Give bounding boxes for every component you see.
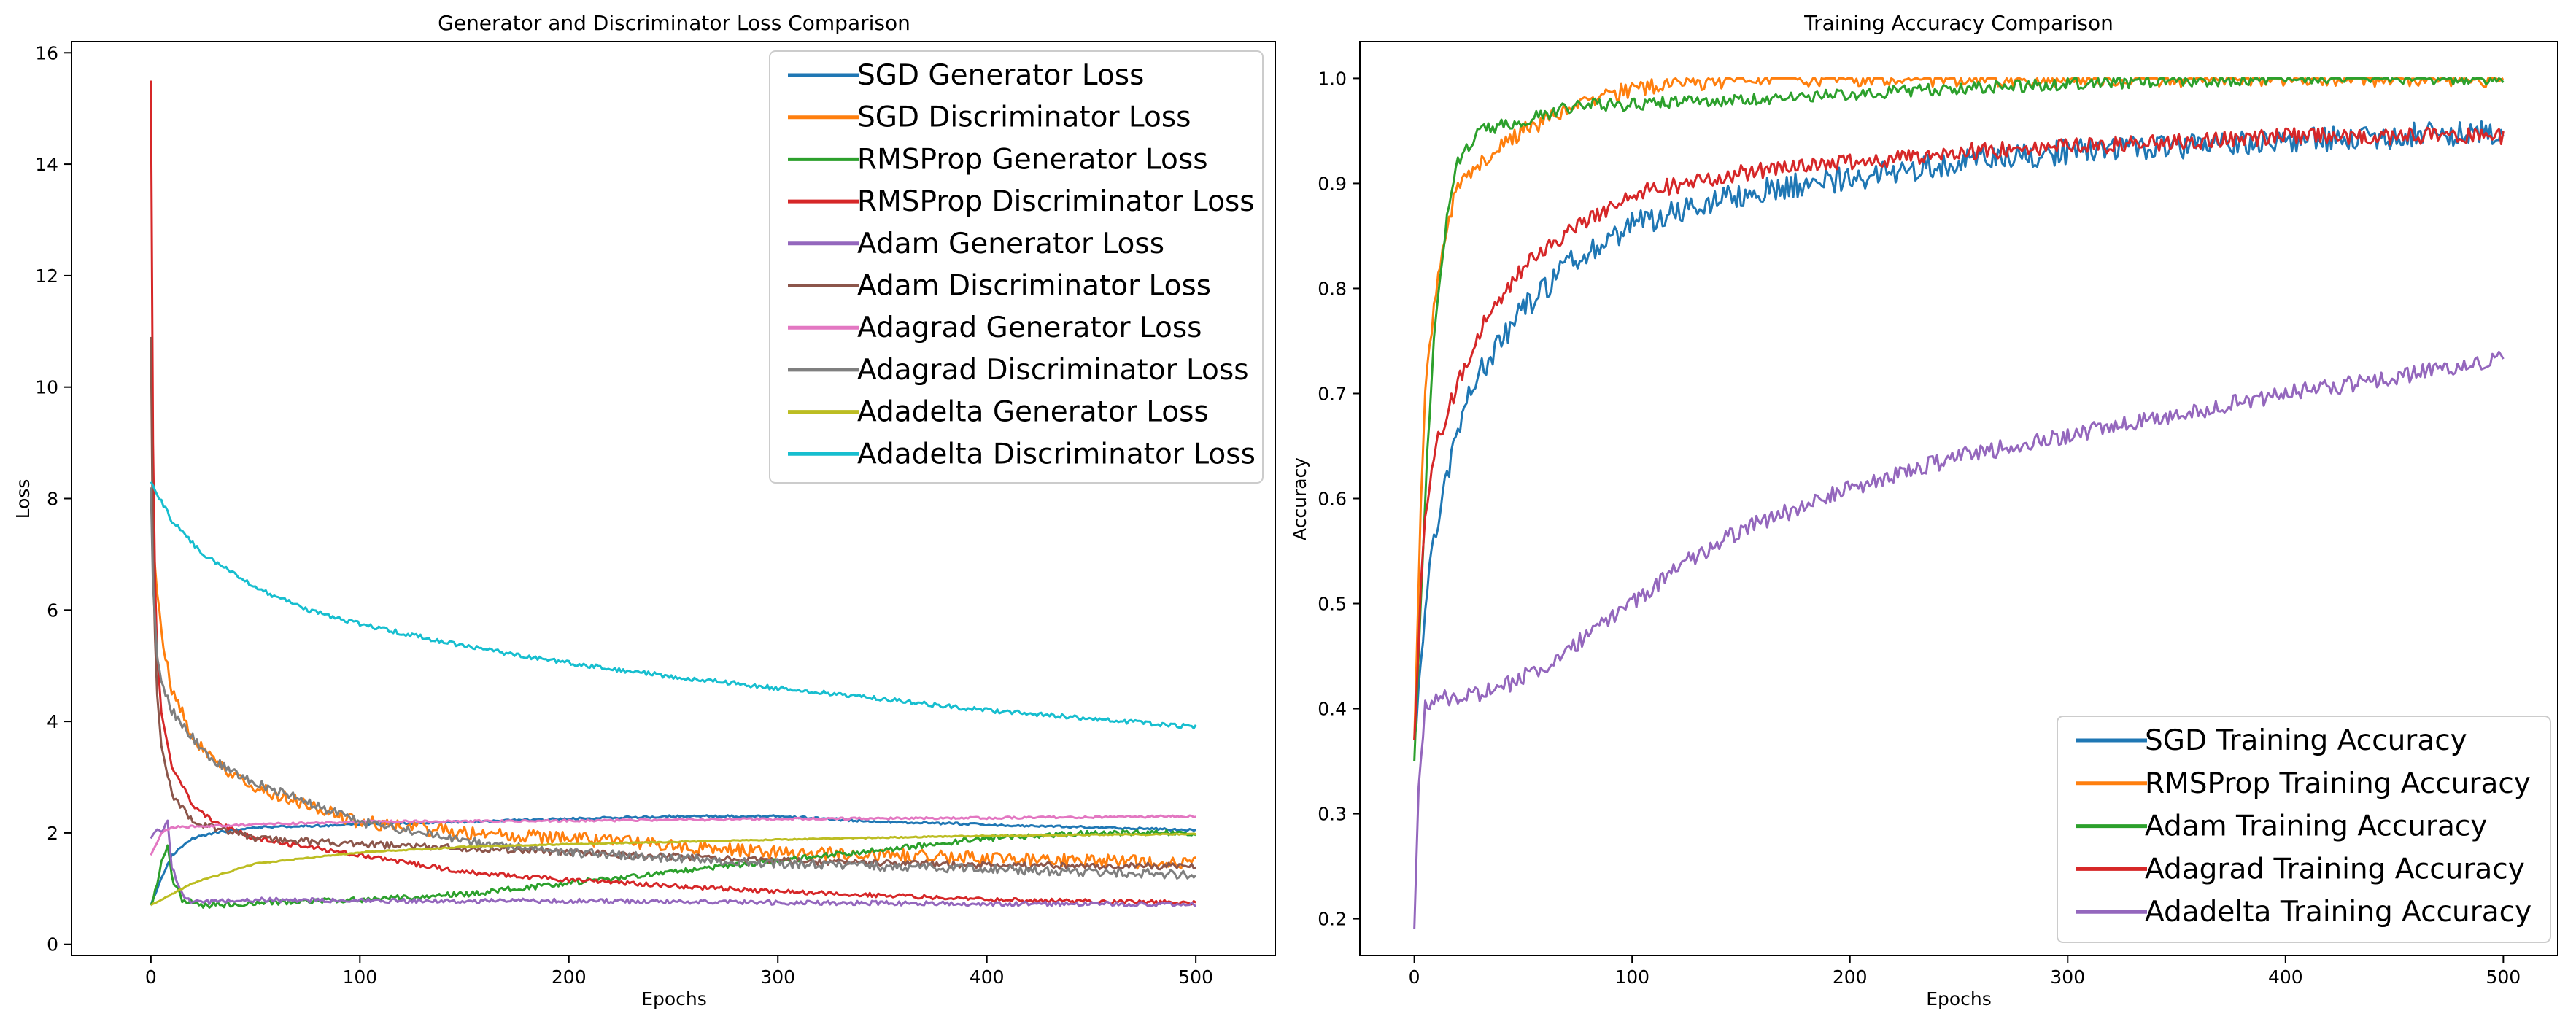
loss-y-tick-label: 10: [35, 377, 58, 398]
accuracy-series-line-4: [1413, 350, 2505, 930]
loss-legend-label: SGD Discriminator Loss: [857, 101, 1191, 134]
loss-series-line-8: [150, 832, 1196, 907]
loss-legend: SGD Generator Loss SGD Discriminator Loss…: [769, 50, 1264, 484]
accuracy-legend-label: RMSProp Training Accuracy: [2145, 767, 2531, 800]
accuracy-y-tick-label: 0.6: [1318, 489, 1347, 510]
accuracy-y-label: Accuracy: [1289, 457, 1310, 540]
accuracy-y-axis: 0.2 0.3 0.4 0.5 0.6 0.7 0.8 0.9 1.0: [1318, 68, 1360, 930]
loss-x-tick-label: 0: [145, 966, 157, 988]
loss-y-tick-label: 14: [35, 154, 58, 175]
loss-legend-label: RMSProp Discriminator Loss: [857, 185, 1255, 218]
loss-y-tick-label: 0: [47, 934, 58, 956]
loss-x-label: Epochs: [641, 988, 707, 1009]
accuracy-y-tick-label: 0.2: [1318, 909, 1347, 930]
accuracy-x-tick-label: 500: [2486, 966, 2521, 988]
accuracy-y-tick-label: 0.4: [1318, 699, 1347, 720]
accuracy-chart-panel: Training Accuracy Comparison 0.20.30.40.…: [1289, 11, 2558, 1009]
accuracy-x-tick-label: 400: [2268, 966, 2303, 988]
loss-legend-label: Adagrad Generator Loss: [857, 311, 1202, 344]
loss-series-line-9: [150, 481, 1197, 730]
loss-y-tick-label: 6: [47, 600, 58, 621]
accuracy-legend-label: Adadelta Training Accuracy: [2145, 896, 2531, 929]
accuracy-legend-label: Adam Training Accuracy: [2145, 810, 2487, 843]
accuracy-legend-label: SGD Training Accuracy: [2145, 724, 2467, 757]
accuracy-chart-title: Training Accuracy Comparison: [1803, 11, 2113, 35]
loss-legend-label: Adagrad Discriminator Loss: [857, 354, 1249, 387]
loss-legend-label: Adadelta Generator Loss: [857, 396, 1209, 429]
accuracy-y-tick-label: 0.8: [1318, 278, 1347, 299]
loss-y-axis: 0 2 4 6 8 10 12 14 16: [35, 42, 71, 956]
accuracy-series-line-3: [1413, 126, 2505, 740]
loss-chart-title: Generator and Discriminator Loss Compari…: [438, 11, 910, 35]
loss-legend-label: Adadelta Discriminator Loss: [857, 438, 1256, 470]
accuracy-legend: SGD Training Accuracy RMSProp Training Ac…: [2057, 716, 2551, 943]
loss-x-tick-label: 300: [760, 966, 795, 988]
accuracy-y-tick-label: 0.3: [1318, 804, 1347, 825]
loss-x-axis: 0 100 200 300 400 500: [145, 956, 1213, 988]
accuracy-series-line-1: [1413, 77, 2504, 740]
loss-chart-panel: Generator and Discriminator Loss Compari…: [12, 11, 1276, 1009]
accuracy-x-label: Epochs: [1926, 988, 1992, 1009]
accuracy-series-line-0: [1413, 120, 2505, 740]
loss-x-tick-label: 400: [970, 966, 1005, 988]
accuracy-y-tick-label: 0.7: [1318, 383, 1347, 404]
loss-y-tick-label: 2: [47, 823, 58, 844]
loss-x-tick-label: 200: [552, 966, 587, 988]
loss-y-tick-label: 4: [47, 711, 58, 732]
loss-y-label: Loss: [12, 479, 34, 519]
loss-series-lines: [150, 80, 1197, 909]
accuracy-legend-label: Adagrad Training Accuracy: [2145, 853, 2525, 885]
accuracy-series-line-2: [1413, 77, 2505, 761]
accuracy-x-axis: 0 100 200 300 400 500: [1409, 956, 2521, 988]
loss-legend-label: SGD Generator Loss: [857, 59, 1144, 92]
loss-series-line-1: [150, 498, 1196, 870]
accuracy-legend-box: [2057, 716, 2551, 943]
loss-legend-label: RMSProp Generator Loss: [857, 143, 1208, 176]
loss-series-line-6: [150, 814, 1196, 856]
accuracy-x-tick-label: 0: [1409, 966, 1420, 988]
accuracy-x-tick-label: 200: [1833, 966, 1868, 988]
loss-series-line-3: [150, 80, 1196, 906]
loss-legend-box: [769, 50, 1264, 484]
loss-series-line-2: [150, 829, 1197, 909]
loss-series-line-5: [150, 336, 1196, 871]
loss-legend-label: Adam Discriminator Loss: [857, 270, 1211, 303]
loss-y-tick-label: 16: [35, 42, 58, 63]
loss-series-line-7: [150, 487, 1197, 880]
loss-x-tick-label: 500: [1178, 966, 1213, 988]
loss-y-tick-label: 8: [47, 489, 58, 510]
loss-x-tick-label: 100: [342, 966, 377, 988]
accuracy-x-tick-label: 300: [2050, 966, 2085, 988]
loss-y-tick-label: 12: [35, 266, 58, 287]
accuracy-y-tick-label: 1.0: [1318, 68, 1347, 89]
accuracy-y-tick-label: 0.9: [1318, 173, 1347, 194]
accuracy-series-lines: [1413, 77, 2505, 930]
loss-series-line-0: [150, 814, 1196, 906]
loss-legend-label: Adam Generator Loss: [857, 228, 1164, 260]
accuracy-x-tick-label: 100: [1614, 966, 1649, 988]
loss-series-line-4: [150, 819, 1197, 907]
accuracy-y-tick-label: 0.5: [1318, 594, 1347, 615]
